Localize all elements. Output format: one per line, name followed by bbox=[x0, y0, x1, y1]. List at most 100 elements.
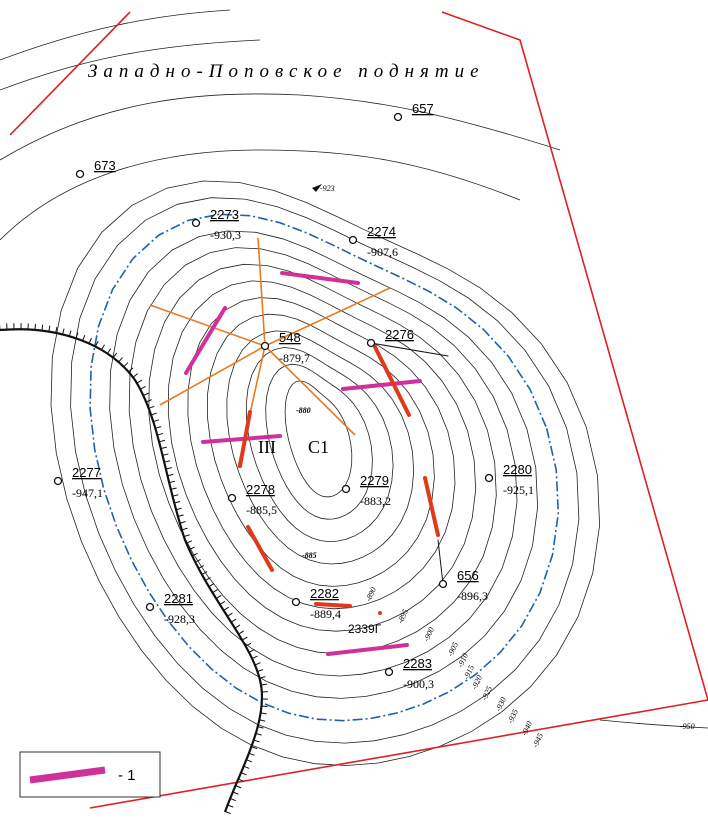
fault-tick bbox=[259, 676, 266, 679]
contour bbox=[70, 197, 580, 744]
fault-tick bbox=[241, 636, 248, 641]
well-elevation: -925,1 bbox=[503, 483, 534, 497]
fault-tick bbox=[158, 439, 166, 443]
well-marker bbox=[53, 476, 63, 486]
fault-tick bbox=[225, 811, 231, 815]
fault-tick bbox=[238, 630, 244, 635]
contour bbox=[109, 230, 539, 699]
contour bbox=[265, 363, 373, 520]
well-elevation: -885,5 bbox=[246, 503, 277, 517]
fault-tick bbox=[243, 765, 250, 769]
fault-tick bbox=[195, 558, 201, 563]
contour-label: -885 bbox=[302, 551, 317, 560]
fault-tick bbox=[82, 334, 86, 341]
license-boundary bbox=[9, 11, 708, 809]
fault-tick bbox=[162, 453, 169, 456]
contour bbox=[89, 213, 560, 722]
fault-tick bbox=[260, 683, 268, 686]
fault-tick bbox=[148, 405, 155, 409]
fault-tick bbox=[255, 732, 262, 736]
fault-tick bbox=[188, 546, 195, 551]
legend-label: - 1 bbox=[118, 767, 136, 784]
well-name: 2339Г bbox=[348, 622, 382, 636]
contour bbox=[284, 380, 353, 498]
well-name: 673 bbox=[94, 158, 116, 173]
contour-label: -900 bbox=[422, 626, 436, 643]
well-name: 657 bbox=[412, 101, 434, 116]
fault-tick bbox=[75, 332, 79, 339]
well-elevation: -907,6 bbox=[367, 245, 398, 259]
well-name: 2276 bbox=[385, 327, 414, 342]
well-name: 2274 bbox=[367, 224, 396, 239]
contours bbox=[50, 180, 601, 766]
contour bbox=[206, 313, 435, 587]
fault-tick bbox=[227, 612, 233, 617]
well-name: 656 bbox=[457, 568, 479, 583]
fault-tick bbox=[145, 399, 152, 403]
map-title: Западно-Поповское поднятие bbox=[88, 61, 485, 82]
well-name: 548 bbox=[279, 330, 301, 345]
fault-tick bbox=[175, 507, 182, 511]
well-marker bbox=[145, 602, 155, 612]
fault-tick bbox=[205, 577, 211, 582]
fault-tick bbox=[94, 340, 99, 347]
well-elevation: -928,3 bbox=[164, 612, 195, 626]
contour-label: -925 bbox=[480, 685, 494, 702]
fault-tick bbox=[198, 565, 205, 569]
profiles bbox=[149, 237, 391, 469]
fault-tick bbox=[183, 534, 190, 538]
wells: 657 673 2273 -930,3 2274 -907,6 548 -879,7 2276 2… bbox=[53, 101, 534, 691]
fault-tick bbox=[62, 328, 65, 335]
fault-tick bbox=[212, 589, 218, 594]
well-elevation: -900,3 bbox=[403, 677, 434, 691]
fault-tick bbox=[112, 352, 118, 358]
well-marker bbox=[227, 493, 237, 503]
fault-tick bbox=[230, 797, 236, 802]
well-marker bbox=[378, 611, 382, 615]
fault-tick bbox=[34, 323, 36, 330]
outer-isolines bbox=[0, 9, 708, 729]
well-name: 2279 bbox=[360, 473, 389, 488]
fault-tick bbox=[123, 362, 129, 368]
fault-tick bbox=[240, 772, 247, 776]
well-elevation: -879,7 bbox=[279, 351, 310, 365]
well-marker bbox=[75, 169, 85, 179]
well-marker bbox=[341, 484, 351, 494]
well-marker bbox=[348, 235, 358, 245]
fault-tick bbox=[170, 487, 177, 490]
contour-labels: -923-880-885-890-895-900-905-910-915-920… bbox=[296, 184, 695, 749]
well-elevation: -883,2 bbox=[360, 494, 391, 508]
contour-label: -950 bbox=[680, 722, 695, 731]
well-name: 2280 bbox=[503, 462, 532, 477]
fault-tick bbox=[165, 467, 172, 470]
legend: - 1 bbox=[19, 751, 161, 798]
well-marker bbox=[291, 597, 301, 607]
fault-tick bbox=[238, 778, 245, 782]
fault-tick bbox=[41, 324, 44, 331]
fault-tick bbox=[223, 606, 229, 611]
fault-tick bbox=[174, 500, 181, 504]
well-name: 2283 bbox=[403, 656, 432, 671]
fault-tick bbox=[143, 392, 149, 396]
fault-tick bbox=[257, 726, 264, 729]
fault-tick bbox=[155, 426, 162, 429]
fault-tick bbox=[181, 527, 188, 531]
well-marker bbox=[260, 341, 270, 351]
contour bbox=[128, 247, 518, 677]
contour bbox=[148, 263, 497, 655]
contour bbox=[167, 280, 477, 632]
fault-tick bbox=[177, 514, 184, 517]
fault-tick bbox=[118, 357, 123, 363]
well-elevation: -889,4 bbox=[310, 607, 341, 621]
contour-label: -935 bbox=[506, 708, 520, 725]
fault-ticks bbox=[0, 323, 268, 815]
fault-tick bbox=[128, 367, 134, 373]
fault-tick bbox=[260, 712, 267, 715]
contour bbox=[226, 330, 415, 565]
fault-tick bbox=[253, 739, 260, 743]
fault-tick bbox=[257, 669, 264, 673]
fault-tick bbox=[191, 552, 198, 557]
fault-tick bbox=[186, 540, 193, 544]
zone-label: С1 bbox=[308, 437, 329, 457]
fault-tick bbox=[248, 649, 255, 653]
